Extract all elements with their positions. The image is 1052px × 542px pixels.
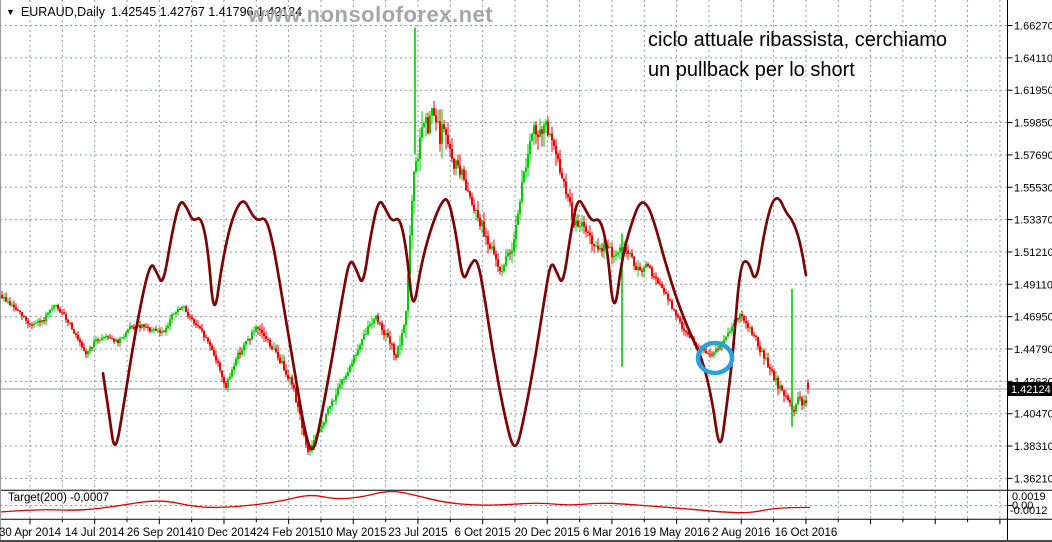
date-tick-label: 6 Oct 2015: [454, 527, 510, 539]
price-tick-label: 1.57690: [1014, 150, 1052, 162]
current-price-badge: [1008, 381, 1052, 396]
annotation-line-2: un pullback per lo short: [648, 59, 855, 81]
symbol-period-label: EURAUD,Daily: [20, 5, 105, 19]
date-tick-label: 10 Dec 2014: [191, 527, 257, 539]
date-tick-label: 2 Aug 2016: [712, 527, 770, 539]
price-tick-label: 1.36210: [1014, 473, 1052, 485]
price-tick-label: 1.61950: [1014, 85, 1052, 97]
date-tick-label: 16 Oct 2016: [775, 527, 838, 539]
annotation-line-1: ciclo attuale ribassista, cerchiamo: [648, 29, 948, 51]
sub-axis-label-top: 0.0019: [1012, 491, 1046, 503]
chart-title-row: ▼ EURAUD,Daily 1.42545 1.42767 1.41796 1…: [6, 5, 302, 19]
price-tick-label: 1.44790: [1014, 344, 1052, 356]
price-tick-label: 1.66270: [1014, 21, 1052, 33]
date-tick-label: 20 Dec 2015: [515, 527, 580, 539]
target-indicator-line: [0, 490, 811, 514]
price-tick-label: 1.64110: [1014, 53, 1052, 65]
price-tick-label: 1.40470: [1014, 409, 1052, 421]
sub-axis-label-bottom: -0.0012: [1010, 505, 1047, 517]
price-tick-label: 1.53370: [1014, 215, 1052, 227]
date-tick-label: 24 Feb 2015: [256, 527, 321, 539]
price-tick-label: 1.59850: [1014, 118, 1052, 130]
date-tick-label: 26 Sep 2014: [127, 527, 193, 539]
date-tick-label: 19 May 2016: [643, 527, 710, 539]
date-tick-label: 30 Apr 2014: [0, 527, 62, 539]
date-tick-label: 23 Jul 2015: [388, 527, 447, 539]
indicator-label: Target(200) -0,0007: [8, 492, 110, 504]
price-tick-label: 1.55530: [1014, 182, 1052, 194]
date-tick-label: 10 May 2015: [320, 527, 387, 539]
date-tick-label: 14 Jul 2014: [65, 527, 125, 539]
price-tick-label: 1.51210: [1014, 247, 1052, 259]
price-tick-label: 1.49110: [1014, 279, 1052, 291]
price-tick-label: 1.38310: [1014, 441, 1052, 453]
date-tick-label: 6 Mar 2016: [583, 527, 641, 539]
ohlc-values: 1.42545 1.42767 1.41796 1.42124: [110, 5, 303, 19]
pullback-circle-annotation[interactable]: [695, 340, 735, 376]
current-price-badge-label: 1.42124: [1011, 384, 1051, 396]
cycle-indicator-line: [101, 197, 808, 451]
collapse-expander-icon[interactable]: ▼: [6, 7, 15, 17]
watermark-text: www.nonsoloforex.net: [248, 2, 494, 27]
sub-axis-label-mid: 0.00: [1012, 500, 1033, 512]
candles: [1, 100, 809, 456]
price-tick-label: 1.46950: [1014, 312, 1052, 324]
trade-annotation: ciclo attuale ribassista, cerchiamo un p…: [648, 25, 947, 85]
